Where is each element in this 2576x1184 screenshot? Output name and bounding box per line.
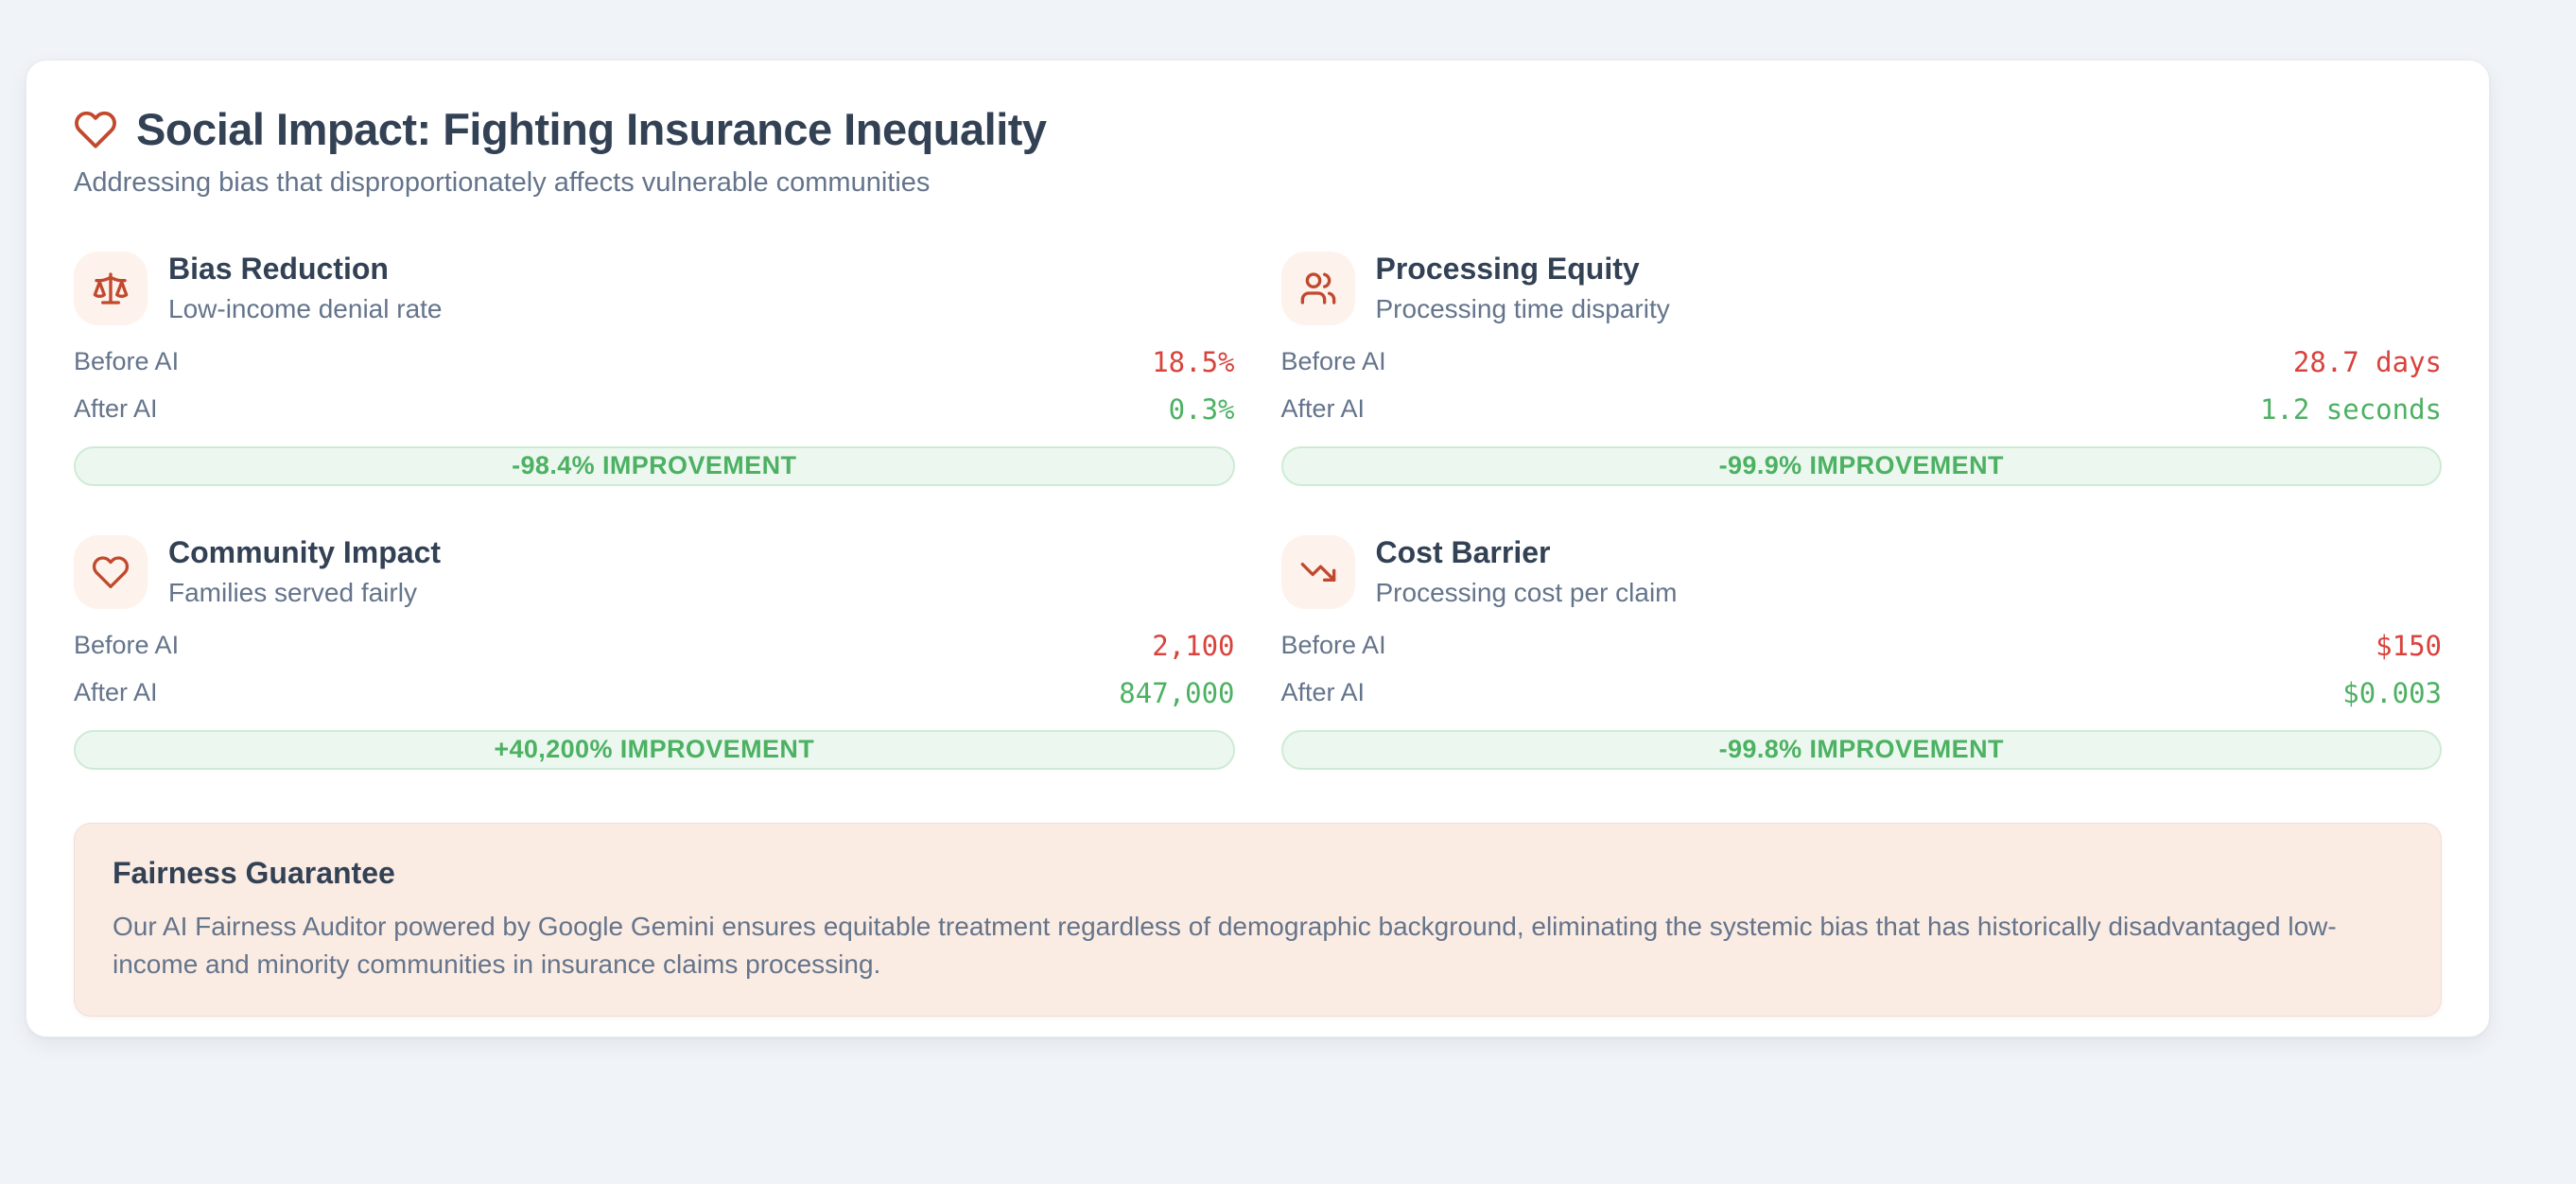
- metric-rows: Before AI 18.5% After AI 0.3%: [74, 339, 1235, 433]
- before-ai-value: 28.7 days: [2292, 345, 2442, 378]
- after-ai-row: After AI $0.003: [1281, 670, 2443, 717]
- metric-card-processing-equity: Processing Equity Processing time dispar…: [1280, 251, 2443, 486]
- trending-down-icon: [1300, 562, 1335, 582]
- metric-title: Bias Reduction: [168, 252, 389, 287]
- metric-icon-container: [1280, 251, 1355, 325]
- metric-card-bias-reduction: Bias Reduction Low-income denial rate Be…: [74, 251, 1235, 486]
- before-ai-row: Before AI $150: [1281, 622, 2443, 670]
- metric-description: Processing cost per claim: [1375, 578, 1678, 608]
- metric-rows: Before AI 28.7 days After AI 1.2 seconds: [1281, 339, 2443, 433]
- improvement-badge: +40,200% IMPROVEMENT: [74, 729, 1235, 770]
- metric-description: Families served fairly: [168, 578, 417, 608]
- before-ai-value: 18.5%: [1152, 345, 1235, 378]
- metric-rows: Before AI $150 After AI $0.003: [1281, 622, 2443, 717]
- before-ai-row: Before AI 2,100: [74, 622, 1235, 670]
- before-ai-value: 2,100: [1152, 629, 1235, 662]
- heart-icon: [92, 556, 130, 588]
- after-ai-row: After AI 1.2 seconds: [1281, 386, 2443, 433]
- metric-header: Community Impact Families served fairly: [74, 534, 1235, 609]
- metric-card-community-impact: Community Impact Families served fairly …: [74, 534, 1235, 770]
- after-ai-label: After AI: [74, 394, 158, 424]
- metric-card-cost-barrier: Cost Barrier Processing cost per claim B…: [1280, 534, 2443, 770]
- metric-header: Bias Reduction Low-income denial rate: [74, 251, 1235, 325]
- fairness-title: Fairness Guarantee: [113, 855, 395, 890]
- after-ai-value: 1.2 seconds: [2259, 392, 2442, 426]
- panel-header: Social Impact: Fighting Insurance Inequa…: [74, 105, 2442, 199]
- metric-icon-container: [74, 534, 148, 609]
- metric-title: Processing Equity: [1375, 252, 1640, 287]
- metric-description: Low-income denial rate: [168, 294, 443, 324]
- metric-icon-container: [74, 251, 148, 325]
- after-ai-value: 847,000: [1119, 676, 1235, 709]
- page-title: Social Impact: Fighting Insurance Inequa…: [136, 104, 1047, 154]
- before-ai-label: Before AI: [74, 347, 180, 376]
- metric-header: Processing Equity Processing time dispar…: [1280, 251, 2443, 325]
- social-impact-panel: Social Impact: Fighting Insurance Inequa…: [26, 60, 2490, 1037]
- metric-title: Cost Barrier: [1375, 535, 1551, 570]
- page-subtitle: Addressing bias that disproportionately …: [74, 166, 931, 198]
- after-ai-value: 0.3%: [1168, 392, 1235, 426]
- users-icon: [1300, 272, 1335, 305]
- before-ai-row: Before AI 18.5%: [74, 339, 1235, 386]
- improvement-badge: -98.4% IMPROVEMENT: [74, 445, 1235, 486]
- heart-icon: [75, 111, 116, 148]
- metric-rows: Before AI 2,100 After AI 847,000: [74, 622, 1235, 717]
- metric-description: Processing time disparity: [1375, 294, 1670, 324]
- metric-header: Cost Barrier Processing cost per claim: [1280, 534, 2443, 609]
- after-ai-row: After AI 847,000: [74, 670, 1235, 717]
- fairness-body: Our AI Fairness Auditor powered by Googl…: [113, 911, 2337, 979]
- after-ai-label: After AI: [74, 678, 158, 707]
- after-ai-label: After AI: [1280, 678, 1366, 707]
- before-ai-row: Before AI 28.7 days: [1281, 339, 2443, 386]
- scale-icon: [93, 272, 129, 305]
- metrics-grid: Bias Reduction Low-income denial rate Be…: [74, 251, 2443, 770]
- improvement-badge: -99.9% IMPROVEMENT: [1280, 445, 2442, 486]
- before-ai-label: Before AI: [1280, 631, 1386, 660]
- metric-title: Community Impact: [168, 535, 442, 570]
- metric-icon-container: [1280, 534, 1355, 609]
- improvement-badge: -99.8% IMPROVEMENT: [1280, 729, 2442, 770]
- before-ai-value: $150: [2376, 629, 2442, 662]
- fairness-guarantee-box: Fairness Guarantee Our AI Fairness Audit…: [74, 822, 2442, 1017]
- before-ai-label: Before AI: [1280, 347, 1386, 376]
- after-ai-value: $0.003: [2342, 676, 2442, 709]
- before-ai-label: Before AI: [74, 631, 180, 660]
- after-ai-row: After AI 0.3%: [74, 386, 1235, 433]
- after-ai-label: After AI: [1280, 394, 1366, 424]
